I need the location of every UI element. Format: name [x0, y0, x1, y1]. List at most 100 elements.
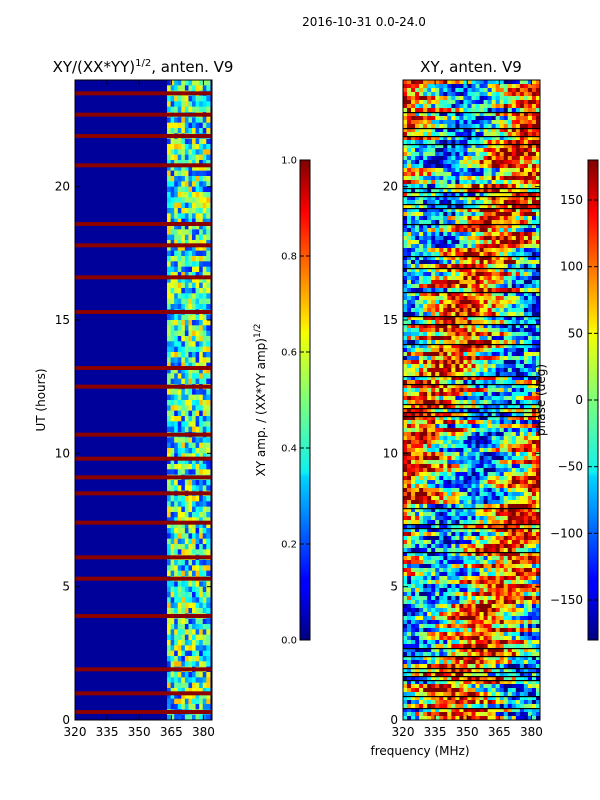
phase-cell	[487, 188, 493, 193]
amplitude-cell	[177, 181, 182, 188]
amplitude-cell	[192, 138, 197, 145]
amplitude-cell	[177, 80, 182, 86]
amplitude-cell	[206, 378, 211, 385]
amplitude-cell	[202, 250, 207, 257]
phase-cell	[463, 400, 469, 405]
phase-cell	[487, 472, 493, 477]
phase-cell	[523, 324, 529, 329]
phase-cell	[471, 148, 477, 153]
phase-cell	[431, 224, 436, 229]
amplitude-cell	[177, 458, 182, 465]
phase-cell	[511, 340, 517, 345]
phase-cell	[507, 136, 513, 141]
phase-cell	[455, 312, 461, 317]
phase-cell	[503, 204, 509, 209]
phase-cell	[431, 428, 436, 433]
phase-cell	[507, 476, 513, 481]
amplitude-cell	[174, 464, 179, 470]
phase-cell	[487, 404, 493, 409]
phase-cell	[459, 308, 465, 313]
phase-cell	[507, 152, 513, 157]
phase-cell	[451, 284, 456, 289]
amplitude-cell	[202, 597, 207, 604]
phase-cell	[415, 184, 420, 189]
phase-cell	[507, 244, 513, 249]
phase-cell	[531, 356, 537, 361]
phase-cell	[403, 276, 408, 281]
phase-cell	[451, 120, 456, 125]
amplitude-cell	[184, 122, 190, 129]
amplitude-cell	[188, 314, 193, 321]
phase-cell	[499, 452, 505, 457]
phase-cell	[427, 464, 432, 469]
phase-cell	[531, 84, 537, 89]
amplitude-cell	[184, 368, 190, 374]
amplitude-cell	[192, 85, 197, 92]
amplitude-cell	[167, 437, 172, 444]
amplitude-cell	[199, 117, 204, 124]
phase-cell	[507, 144, 513, 149]
phase-cell	[535, 480, 540, 485]
phase-cell	[431, 256, 436, 261]
amplitude-cell	[192, 229, 197, 236]
amplitude-cell	[177, 442, 182, 449]
amplitude-cell	[177, 213, 182, 220]
phase-cell	[407, 176, 412, 181]
amplitude-cell	[202, 240, 207, 246]
phase-cell	[507, 344, 513, 349]
amplitude-cell	[206, 186, 211, 193]
phase-cell	[411, 96, 416, 101]
phase-cell	[495, 440, 501, 445]
phase-cell	[443, 140, 448, 145]
phase-cell	[427, 108, 432, 113]
phase-cell	[403, 244, 408, 249]
phase-cell	[451, 312, 456, 317]
phase-cell	[479, 132, 485, 137]
phase-cell	[519, 312, 525, 317]
phase-cell	[483, 424, 489, 429]
phase-cell	[455, 148, 461, 153]
amplitude-cell	[184, 176, 190, 182]
phase-cell	[499, 128, 505, 133]
phase-cell	[495, 424, 501, 429]
amplitude-cell	[206, 549, 211, 556]
amplitude-cell	[177, 240, 182, 246]
phase-cell	[447, 360, 452, 365]
phase-cell	[535, 380, 540, 385]
phase-cell	[451, 212, 456, 217]
phase-cell	[427, 168, 432, 173]
phase-cell	[499, 208, 505, 213]
phase-cell	[503, 384, 509, 389]
phase-cell	[523, 196, 529, 201]
amplitude-cell	[195, 389, 200, 396]
phase-cell	[431, 184, 436, 189]
phase-cell	[423, 120, 428, 125]
phase-cell	[407, 396, 412, 401]
phase-cell	[443, 192, 448, 197]
phase-cell	[443, 164, 448, 169]
phase-cell	[443, 312, 448, 317]
amplitude-cell	[170, 453, 175, 460]
phase-cell	[491, 348, 497, 353]
amplitude-cell	[188, 645, 193, 652]
phase-cell	[435, 208, 440, 213]
phase-cell	[463, 140, 469, 145]
phase-cell	[487, 168, 493, 173]
amplitude-cell	[174, 117, 179, 124]
phase-cell	[479, 232, 485, 237]
phase-cell	[407, 192, 412, 197]
phase-cell	[435, 412, 440, 417]
phase-cell	[403, 268, 408, 273]
phase-cell	[483, 236, 489, 241]
phase-cell	[507, 224, 513, 229]
phase-cell	[519, 476, 525, 481]
phase-cell	[515, 88, 521, 93]
phase-cell	[499, 336, 505, 341]
phase-cell	[459, 332, 465, 337]
amplitude-cell	[167, 202, 172, 209]
amplitude-cell	[177, 352, 182, 358]
amplitude-cell	[188, 501, 193, 508]
phase-cell	[483, 144, 489, 149]
phase-cell	[483, 372, 489, 377]
phase-cell	[423, 80, 428, 85]
